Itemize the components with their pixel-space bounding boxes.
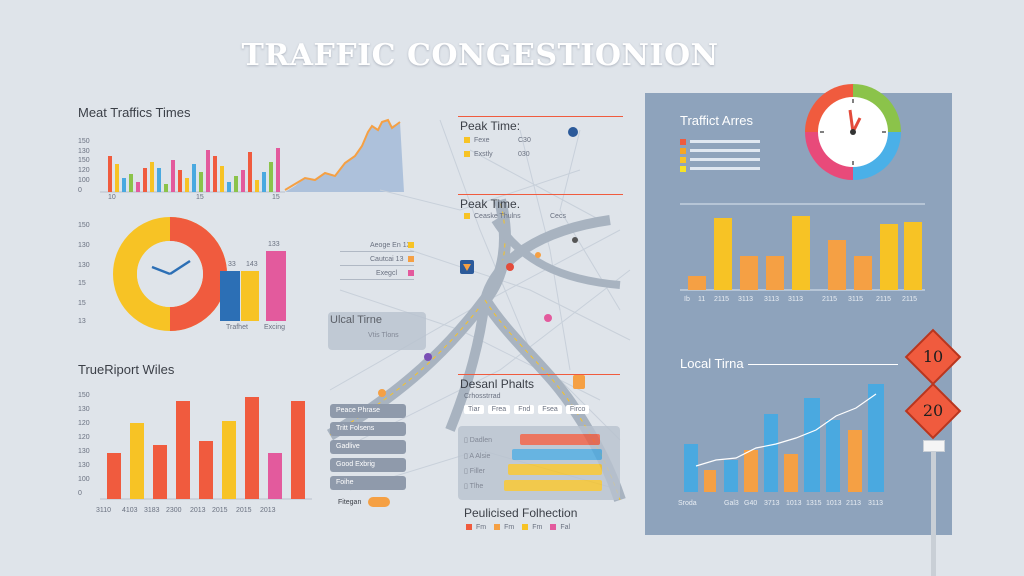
dest-chip[interactable]: Frea [487,405,511,414]
chart-bar [276,148,280,192]
chart-bar [213,156,217,192]
chart-bar [227,182,231,192]
transport-chart [100,397,312,500]
local-time-x-axis: Sroda Gal3 G40 3713 1013 1315 1013 2113 … [678,500,884,507]
dest-chip[interactable]: Fsea [538,405,562,414]
chart-bar [129,174,133,192]
chart-bar [108,156,112,192]
chart-bar [684,444,698,492]
chart-bar [688,276,706,290]
traffic-areas-x-axis: Ib 11 2115 3113 3113 3113 2115 3115 2115… [684,296,918,303]
dest-chip[interactable]: Tiar [464,405,484,414]
map-marker-icon [506,263,514,271]
chart-bar [143,168,147,192]
chart-bar [176,401,190,499]
donut-chart [113,217,227,331]
chart-bar [268,453,282,499]
chart-bar [157,168,161,192]
chart-bar [291,401,305,499]
chart-bar [150,162,154,192]
speed-sign-bottom-value: 20 [922,401,944,420]
chart-bar [107,453,121,499]
chart-bar [241,170,245,192]
chart-bar [766,256,784,290]
chart-bar [784,454,798,492]
publicised-card[interactable]: Peulicised Folhection Fm Fm Fm Fal [464,506,578,531]
transport-x-axis: 3110 4103 3183 2300 2013 2015 2015 2013 [96,507,276,514]
transport-y-axis: 150 130 120 120 130 130 100 0 [78,392,90,497]
chart-bar [255,180,259,192]
chart-bar [740,256,758,290]
chart-bar [262,172,266,192]
destination-card[interactable]: Desanl Phalts Crhosstrrad Tiar Frea Fnd … [458,374,620,422]
donut-side-bars: 33 143 133 Trafhet Excing [220,241,290,335]
map-pin-icon [460,260,474,274]
local-time-chart [684,384,884,492]
traffic-times-x-axis: 10 15 15 [108,194,280,201]
dest-chip[interactable]: Fnd [514,405,535,414]
sign-post [931,440,936,576]
traffic-areas-title: Traffict Arres [680,113,753,128]
map-legend: Aeoge En 13 Cautcai 13 Exegcl [336,239,420,285]
route-pill[interactable]: Gadlive [330,440,406,454]
chart-bar [828,240,846,290]
chart-bar [868,384,884,492]
warning-pin-icon [573,375,585,389]
chart-bar [848,430,862,492]
transport-title: TrueRiport Wiles [78,362,175,377]
chart-bar [192,164,196,192]
route-pill[interactable]: Peace Phrase [330,404,406,418]
peak-time-card-1[interactable]: Peak Time: Fexe Exstly C30 030 [458,116,623,162]
congestion-hbars: ▯ Dadlen ▯ A Alsie ▯ Filler ▯ Tlhe [458,426,620,500]
local-time-title: Local Tirna [680,356,744,371]
chart-bar [880,224,898,290]
local-time-card[interactable]: Ulcal Tirne Vtis Tlons [328,312,426,350]
location-pin-icon [568,127,578,137]
chart-bar [115,164,119,192]
chart-bar [206,150,210,192]
traffic-areas-legend [680,133,770,173]
chart-bar [199,441,213,499]
chart-bar [222,421,236,499]
clock-icon [805,84,901,180]
traffic-areas-bars [680,203,925,291]
chart-bar [178,170,182,192]
route-pill[interactable]: Tritt Folsens [330,422,406,436]
route-pill[interactable]: Good Exbrig [330,458,406,472]
page-title: TRAFFIC CONGESTIONION [241,38,719,73]
chart-bar [269,162,273,192]
peak-time-card-2[interactable]: Peak Time. Ceaske Thulns Cecs [458,194,623,224]
chart-bar [744,450,758,492]
chart-bar [904,222,922,290]
chart-bar [171,160,175,192]
chart-bar [854,256,872,290]
chart-bar [248,152,252,192]
chart-bar [220,166,224,192]
chart-bar [245,397,259,499]
chart-bar [724,460,738,492]
traffic-times-title: Meat Traffics Times [78,105,191,120]
chart-bar [792,216,810,290]
chart-bar [234,176,238,192]
route-pill[interactable]: Foihe [330,476,406,490]
speed-sign-top-value: 10 [922,347,944,366]
chart-bar [714,218,732,290]
route-pill-list: Peace Phrase Tritt Folsens Gadlive Good … [330,404,410,514]
chart-bar [122,178,126,192]
chart-bar [136,182,140,192]
chart-bar [164,184,168,192]
chart-bar [153,445,167,499]
chart-bar [185,178,189,192]
chart-bar [764,414,778,492]
donut-y-axis: 150 130 130 15 15 13 [78,222,90,325]
chart-bar [130,423,144,499]
dest-chip[interactable]: Firco [565,405,590,414]
traffic-times-y-axis: 150 130 150 120 100 0 [78,138,90,194]
traffic-times-chart [100,118,404,193]
chart-bar [199,172,203,192]
chart-bar [826,420,840,492]
chart-bar [704,470,716,492]
donut-clock-hand-icon [151,265,171,276]
chart-bar [804,398,820,492]
